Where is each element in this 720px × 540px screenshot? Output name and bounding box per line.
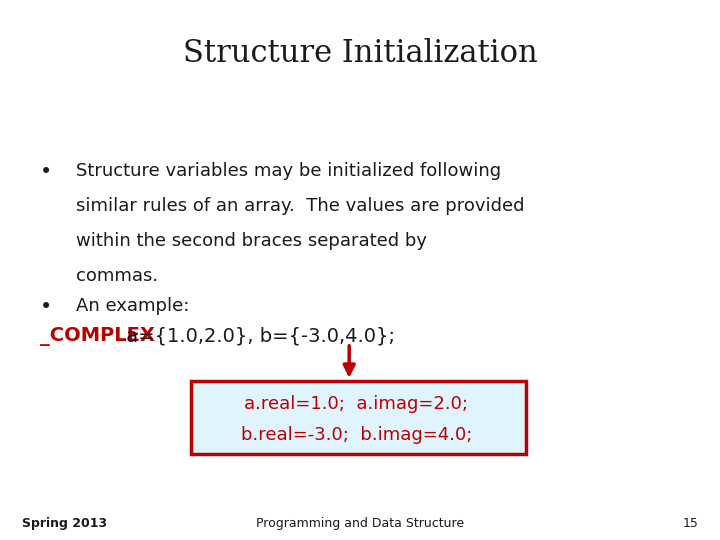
Text: similar rules of an array.  The values are provided: similar rules of an array. The values ar…: [76, 197, 524, 215]
Text: a={1.0,2.0}, b={-3.0,4.0};: a={1.0,2.0}, b={-3.0,4.0};: [120, 327, 395, 346]
Text: An example:: An example:: [76, 297, 189, 315]
Text: Programming and Data Structure: Programming and Data Structure: [256, 517, 464, 530]
Text: Structure Initialization: Structure Initialization: [183, 38, 537, 69]
Text: 15: 15: [683, 517, 698, 530]
Text: Structure variables may be initialized following: Structure variables may be initialized f…: [76, 162, 500, 180]
Text: a.real=1.0;  a.imag=2.0;: a.real=1.0; a.imag=2.0;: [244, 395, 469, 413]
Text: b.real=-3.0;  b.imag=4.0;: b.real=-3.0; b.imag=4.0;: [240, 426, 472, 443]
Text: within the second braces separated by: within the second braces separated by: [76, 232, 426, 250]
Text: commas.: commas.: [76, 267, 158, 285]
FancyArrowPatch shape: [344, 346, 354, 374]
Text: •: •: [40, 297, 52, 317]
Text: Spring 2013: Spring 2013: [22, 517, 107, 530]
Text: _COMPLEX: _COMPLEX: [40, 327, 155, 346]
FancyBboxPatch shape: [191, 381, 526, 454]
Text: •: •: [40, 162, 52, 182]
